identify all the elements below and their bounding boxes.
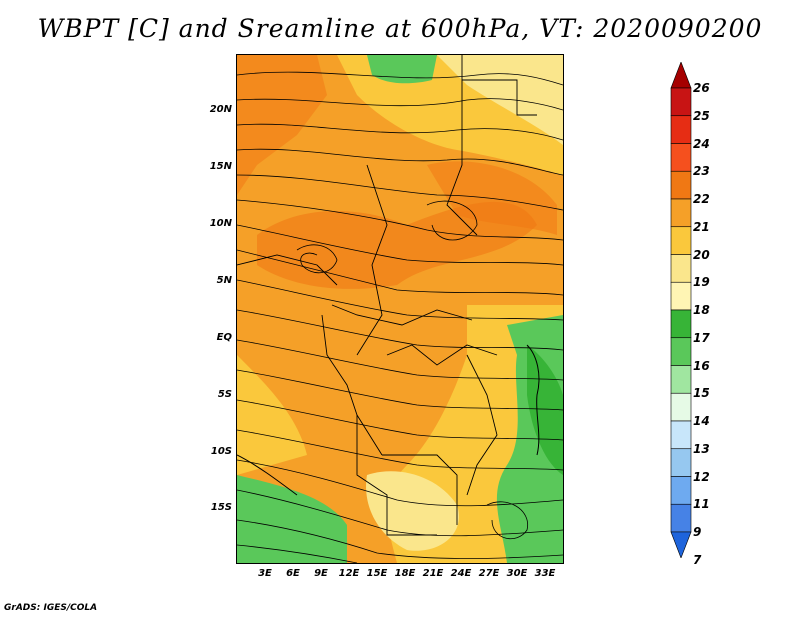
country-borders <box>237 55 537 536</box>
green-region <box>527 345 563 475</box>
lat-label: 15S <box>210 502 232 513</box>
colorbar-swatch <box>670 476 692 505</box>
colorbar-label: 12 <box>693 469 710 484</box>
lat-label: 5N <box>216 275 232 286</box>
cool-region <box>237 355 307 475</box>
colorbar-label: 24 <box>693 136 710 151</box>
green-region <box>237 475 347 563</box>
coastline <box>237 344 540 496</box>
colorbar-swatch <box>670 448 692 477</box>
lon-label: 33E <box>534 568 556 579</box>
colorbar-label: 26 <box>693 81 710 95</box>
lon-label: 18E <box>394 568 416 579</box>
lat-label: 10S <box>210 446 232 457</box>
lat-label: 5S <box>217 389 232 400</box>
lon-label: 3E <box>258 568 272 579</box>
colorbar-label: 15 <box>693 386 710 401</box>
colorbar-label: 13 <box>693 441 710 456</box>
warm-region <box>257 201 537 289</box>
colorbar-swatch <box>670 531 692 558</box>
colorbar-label: 18 <box>693 303 710 317</box>
lon-label: 21E <box>422 568 444 579</box>
lat-label: 20N <box>209 104 232 115</box>
wbpt-field-map <box>237 55 563 563</box>
lon-label: 30E <box>506 568 528 579</box>
colorbar-label: 11 <box>693 497 710 512</box>
colorbar-swatch <box>670 503 692 533</box>
colorbar-swatch <box>670 309 692 339</box>
colorbar-label: 20 <box>693 247 710 262</box>
lon-label: 6E <box>286 568 300 579</box>
lat-label: EQ <box>216 332 232 343</box>
colorbar-swatch <box>670 392 692 422</box>
colorbar-label: 21 <box>693 219 710 234</box>
cool-region <box>366 471 459 551</box>
colorbar-label: 14 <box>693 414 710 428</box>
colorbar-swatch <box>670 87 692 117</box>
colorbar <box>670 62 692 558</box>
lon-label: 15E <box>366 568 388 579</box>
colorbar-swatch <box>670 226 692 255</box>
cool-region <box>437 55 563 145</box>
colorbar-swatch <box>670 365 692 394</box>
map-panel <box>236 54 564 564</box>
lon-label: 24E <box>450 568 472 579</box>
colorbar-label: 17 <box>693 330 710 345</box>
colorbar-label: 23 <box>693 164 710 179</box>
colorbar-swatch <box>670 143 692 172</box>
lat-label: 15N <box>209 161 232 172</box>
lon-label: 12E <box>338 568 360 579</box>
colorbar-label: 16 <box>693 358 710 373</box>
colorbar-swatch <box>670 115 692 144</box>
colorbar-swatch <box>670 337 692 366</box>
colorbar-label: 9 <box>693 525 702 539</box>
map-title: WBPT [C] and Sreamline at 600hPa, VT: 20… <box>37 14 763 43</box>
colorbar-swatch <box>670 198 692 228</box>
colorbar-swatch <box>670 62 692 89</box>
lat-label: 10N <box>209 218 232 229</box>
lon-label: 27E <box>478 568 500 579</box>
streamlines <box>237 71 563 563</box>
colorbar-label: 22 <box>693 192 710 206</box>
colorbar-swatch <box>670 281 692 311</box>
colorbar-label: 19 <box>693 275 710 290</box>
colorbar-label: 25 <box>693 108 710 123</box>
colorbar-swatch <box>670 170 692 200</box>
colorbar-swatch <box>670 254 692 283</box>
colorbar-label: 7 <box>693 552 702 567</box>
grads-credit: GrADS: IGES/COLA <box>4 603 98 613</box>
lon-label: 9E <box>314 568 328 579</box>
colorbar-swatch <box>670 420 692 450</box>
